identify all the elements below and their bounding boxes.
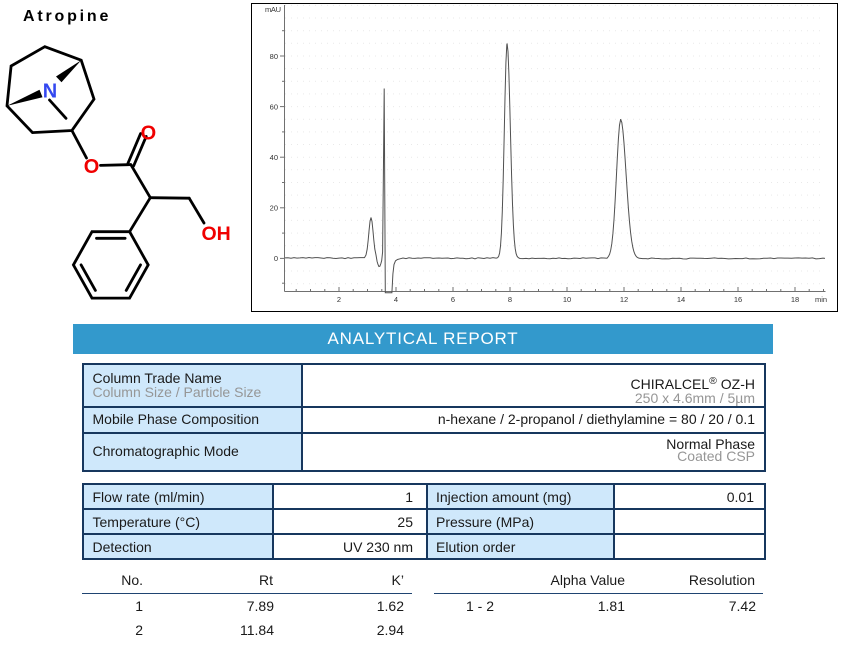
svg-text:8: 8: [508, 295, 512, 304]
svg-text:min: min: [815, 295, 827, 304]
svg-text:16: 16: [734, 295, 742, 304]
svg-text:O: O: [141, 123, 157, 145]
svg-text:20: 20: [270, 204, 278, 213]
svg-text:O: O: [84, 156, 100, 178]
svg-text:N: N: [43, 81, 57, 103]
svg-text:40: 40: [270, 153, 278, 162]
svg-text:6: 6: [451, 295, 455, 304]
svg-text:12: 12: [620, 295, 628, 304]
svg-text:10: 10: [563, 295, 571, 304]
svg-text:0: 0: [274, 254, 278, 263]
svg-text:mAU: mAU: [265, 5, 281, 14]
svg-text:4: 4: [394, 295, 398, 304]
svg-text:18: 18: [791, 295, 799, 304]
svg-text:80: 80: [270, 52, 278, 61]
svg-text:60: 60: [270, 102, 278, 111]
svg-text:OH: OH: [202, 223, 231, 245]
svg-text:14: 14: [677, 295, 685, 304]
svg-text:2: 2: [337, 295, 341, 304]
